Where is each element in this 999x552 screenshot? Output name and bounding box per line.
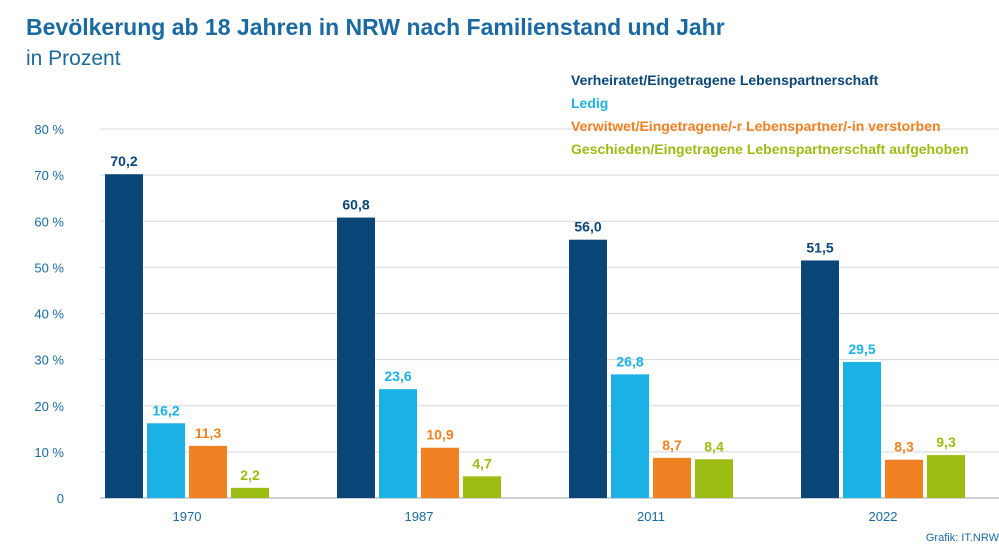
legend-entry: Verheiratet/Eingetragene Lebenspartnersc… bbox=[571, 72, 879, 88]
data-label: 26,8 bbox=[616, 353, 643, 369]
legend-entry: Geschieden/Eingetragene Lebenspartnersch… bbox=[571, 141, 969, 157]
data-label: 9,3 bbox=[936, 434, 956, 450]
legend-entry: Ledig bbox=[571, 95, 608, 111]
y-tick-label: 80 % bbox=[34, 122, 64, 137]
data-label: 8,7 bbox=[662, 437, 682, 453]
bar bbox=[653, 457, 691, 498]
bar bbox=[801, 260, 839, 498]
data-label: 4,7 bbox=[472, 455, 492, 471]
bar bbox=[421, 447, 459, 498]
bar bbox=[105, 174, 143, 498]
data-label: 29,5 bbox=[848, 341, 875, 357]
data-label: 70,2 bbox=[110, 153, 137, 169]
bar bbox=[379, 389, 417, 498]
y-tick-label: 0 bbox=[57, 491, 64, 506]
bar bbox=[569, 239, 607, 498]
y-tick-label: 10 % bbox=[34, 445, 64, 460]
source-credit: Grafik: IT.NRW bbox=[925, 532, 999, 544]
x-tick-label: 1987 bbox=[405, 509, 434, 524]
data-label: 23,6 bbox=[384, 368, 411, 384]
chart-title: Bevölkerung ab 18 Jahren in NRW nach Fam… bbox=[26, 14, 725, 40]
data-label: 60,8 bbox=[342, 197, 369, 213]
data-label: 16,2 bbox=[152, 402, 179, 418]
bar bbox=[885, 459, 923, 498]
data-label: 8,3 bbox=[894, 439, 914, 455]
data-label: 11,3 bbox=[195, 425, 222, 441]
y-tick-label: 60 % bbox=[34, 214, 64, 229]
y-tick-label: 30 % bbox=[34, 353, 64, 368]
bar bbox=[189, 445, 227, 498]
bar bbox=[611, 374, 649, 498]
x-tick-label: 1970 bbox=[173, 509, 202, 524]
legend-entry: Verwitwet/Eingetragene/-r Lebenspartner/… bbox=[571, 118, 941, 134]
y-tick-label: 50 % bbox=[34, 260, 64, 275]
y-tick-label: 20 % bbox=[34, 399, 64, 414]
y-tick-label: 70 % bbox=[34, 168, 64, 183]
y-tick-label: 40 % bbox=[34, 307, 64, 322]
bar bbox=[843, 361, 881, 498]
data-label: 10,9 bbox=[426, 427, 453, 443]
data-label: 56,0 bbox=[574, 219, 601, 235]
bar bbox=[147, 423, 185, 498]
data-label: 51,5 bbox=[806, 239, 833, 255]
data-label: 8,4 bbox=[704, 438, 724, 454]
bar bbox=[231, 487, 269, 498]
chart-subtitle: in Prozent bbox=[26, 47, 121, 70]
bar bbox=[337, 217, 375, 498]
x-tick-label: 2022 bbox=[869, 509, 898, 524]
bar bbox=[927, 455, 965, 498]
bar bbox=[695, 459, 733, 498]
x-tick-label: 2011 bbox=[637, 509, 665, 524]
data-label: 2,2 bbox=[240, 467, 260, 483]
bar bbox=[463, 476, 501, 498]
